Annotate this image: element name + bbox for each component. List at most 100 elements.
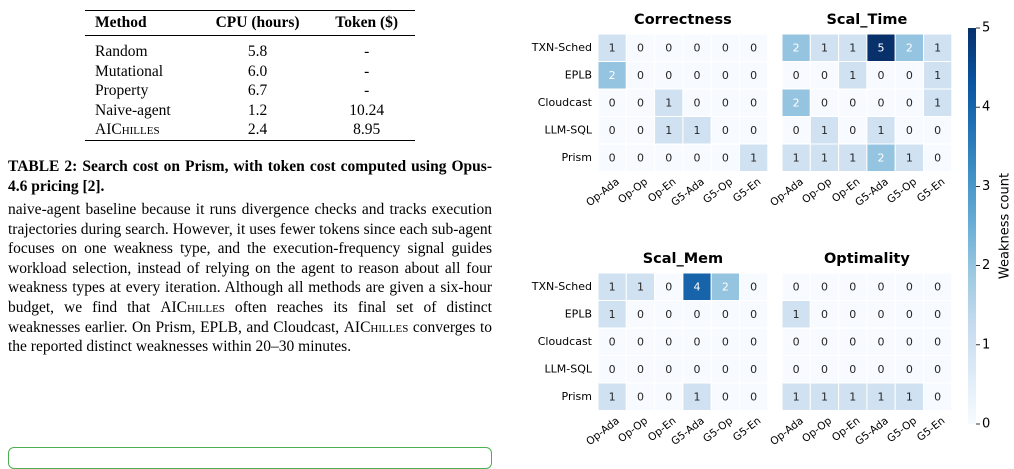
cell-label: 0 xyxy=(821,308,828,321)
cell-label: 2 xyxy=(609,69,616,82)
heatmap-cell xyxy=(710,327,740,356)
column-label: Op-Op xyxy=(800,176,834,207)
cell-label: 0 xyxy=(849,363,856,376)
heatmap-cell xyxy=(739,300,769,329)
table-row: Naive-agent 1.2 10.24 xyxy=(85,101,415,121)
heatmap-cell xyxy=(781,382,811,411)
heatmap-cell xyxy=(654,143,684,172)
cell-label: 0 xyxy=(750,363,757,376)
cell-label: 1 xyxy=(609,41,616,54)
heatmap-cell xyxy=(682,272,712,301)
table-body: Random 5.8 - Mutational 6.0 - Property 6.7 - Naiv… xyxy=(85,36,415,140)
heatmap-cell xyxy=(781,33,811,62)
takeaway-box xyxy=(8,447,492,469)
system-name: AIChilles xyxy=(160,298,225,316)
cell-label: 0 xyxy=(934,335,941,348)
cell-label: 0 xyxy=(878,335,885,348)
heatmap-cell xyxy=(923,33,953,62)
heatmap-cell xyxy=(682,327,712,356)
heatmap-cell xyxy=(625,382,656,411)
cell-label: 0 xyxy=(694,151,701,164)
row-label: EPLB xyxy=(565,68,592,81)
header-cell: CPU (hours) xyxy=(215,14,300,32)
cell-label: 5 xyxy=(878,41,885,54)
heatmap-cell xyxy=(682,143,712,172)
heatmap-cell xyxy=(625,143,656,172)
heatmap-cell xyxy=(923,300,953,329)
cell-label: 0 xyxy=(878,308,885,321)
body-paragraph: naive-agent baseline because it runs div… xyxy=(8,200,492,357)
cell-label: 0 xyxy=(722,151,729,164)
cell-label: 0 xyxy=(878,363,885,376)
cell-label: 0 xyxy=(793,69,800,82)
column-label: Op-Ada xyxy=(768,415,806,448)
heatmap-cell xyxy=(597,355,627,384)
cell-label: 0 xyxy=(878,280,885,293)
heatmap-cell xyxy=(739,61,769,90)
heatmap-cell xyxy=(682,88,712,117)
cell-label: 0 xyxy=(750,41,757,54)
colorbar-tick-label: 3 xyxy=(982,179,990,194)
heatmap-cell xyxy=(923,116,953,145)
cell-label: 0 xyxy=(609,124,616,137)
column-label: Op-Op xyxy=(800,415,834,446)
table-cell: 6.7 xyxy=(247,82,268,99)
cell-label: 0 xyxy=(821,280,828,293)
row-label: Prism xyxy=(562,390,592,403)
heatmap-cell xyxy=(809,33,840,62)
column-label: G5-En xyxy=(915,415,948,444)
cell-label: 0 xyxy=(906,335,913,348)
cell-label: 0 xyxy=(821,69,828,82)
cell-label: 1 xyxy=(694,390,701,403)
cell-label: 1 xyxy=(609,280,616,293)
cell-label: 0 xyxy=(609,96,616,109)
table-cell: 5.8 xyxy=(247,43,268,60)
cell-label: 0 xyxy=(750,280,757,293)
cell-label: 1 xyxy=(637,280,644,293)
heatmap-cell xyxy=(739,355,769,384)
heatmap-cell xyxy=(866,355,896,384)
cell-label: 0 xyxy=(878,69,885,82)
cell-label: 0 xyxy=(694,308,701,321)
column-label: G5-Op xyxy=(701,176,735,206)
heatmap-cell xyxy=(781,143,811,172)
colorbar-tick-label: 0 xyxy=(982,417,990,432)
text: converges to the reported distinct weakn… xyxy=(8,318,493,356)
table-cell: 2.4 xyxy=(247,121,268,138)
table-cell: Property xyxy=(95,82,149,99)
panel-title: Optimality xyxy=(824,251,910,267)
cell-label: 1 xyxy=(665,124,672,137)
heatmap-cell xyxy=(710,143,740,172)
cell-label: 0 xyxy=(637,308,644,321)
heatmap-cell xyxy=(710,272,740,301)
cell-label: 0 xyxy=(694,96,701,109)
heatmap-cell xyxy=(654,116,684,145)
heatmap-cell xyxy=(597,143,627,172)
cell-label: 2 xyxy=(906,41,913,54)
column-label: G5-En xyxy=(731,415,764,444)
cell-label: 0 xyxy=(934,151,941,164)
cell-label: 0 xyxy=(821,363,828,376)
cell-label: 0 xyxy=(750,335,757,348)
cell-label: 1 xyxy=(821,151,828,164)
cell-label: 0 xyxy=(665,69,672,82)
cell-label: 0 xyxy=(793,124,800,137)
cell-label: 0 xyxy=(849,308,856,321)
cell-label: 0 xyxy=(750,124,757,137)
cell-label: 1 xyxy=(793,308,800,321)
heatmap-cell xyxy=(809,327,840,356)
text: often reaches its final set of distinct … xyxy=(8,298,492,336)
cell-label: 1 xyxy=(906,390,913,403)
cell-label: 0 xyxy=(694,41,701,54)
cell-label: 0 xyxy=(722,96,729,109)
cell-label: 0 xyxy=(637,363,644,376)
cell-label: 0 xyxy=(637,151,644,164)
cell-label: 1 xyxy=(878,124,885,137)
cell-label: 0 xyxy=(750,69,757,82)
heatmap-cell xyxy=(739,33,769,62)
cell-label: 0 xyxy=(609,335,616,348)
colorbar-tick-label: 4 xyxy=(982,100,990,115)
cell-label: 0 xyxy=(934,363,941,376)
table-cell: Random xyxy=(95,43,148,60)
heatmap-cell xyxy=(710,116,740,145)
